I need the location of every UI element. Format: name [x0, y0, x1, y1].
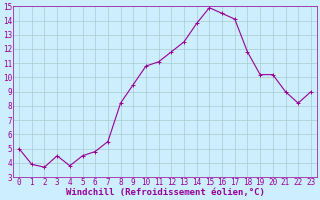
X-axis label: Windchill (Refroidissement éolien,°C): Windchill (Refroidissement éolien,°C): [66, 188, 264, 197]
